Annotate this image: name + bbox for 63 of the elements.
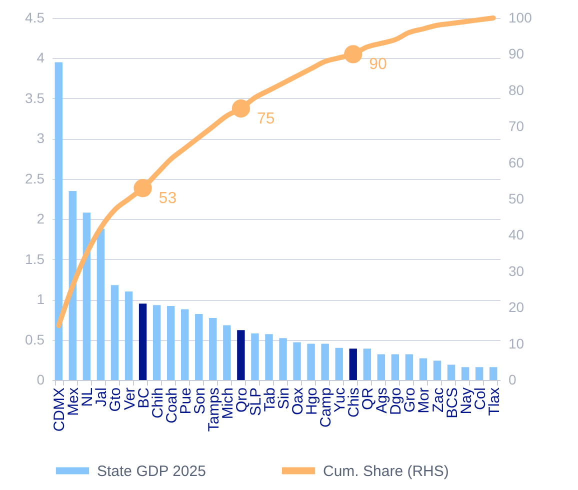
bar [124,292,133,380]
bar [152,305,161,380]
point [232,99,250,118]
point [344,45,362,64]
bar [307,344,315,380]
y2-tick-label: 10 [508,335,524,352]
y2-tick-label: 30 [508,262,524,279]
bar [110,285,119,380]
bar [447,364,456,380]
y-tick-label: 2 [36,210,45,227]
x-tick-label: Tab [261,388,278,412]
bar [391,354,400,380]
y2-tick-label: 40 [508,226,524,243]
y-tick-label: 1.5 [25,250,45,267]
bar [363,348,371,380]
bar [237,330,245,380]
bar [265,334,273,380]
data-label: 53 [158,190,177,208]
bar [433,360,442,380]
bar [96,228,105,380]
bar [377,354,386,380]
bar [166,306,175,380]
bar [195,314,203,380]
y2-tick-label: 60 [508,154,524,170]
y-tick-label: 0.5 [25,331,45,348]
legend-label: State GDP 2025 [97,462,206,480]
y2-tick-label: 70 [508,118,524,134]
y2-tick-label: 80 [508,82,524,98]
y2-tick-label: 50 [508,190,524,206]
y-tick-label: 1 [36,291,45,308]
bar [68,190,77,380]
data-label: 90 [369,56,388,74]
data-label: 75 [256,110,275,128]
y2-tick-label: 0 [508,372,516,388]
y-tick-label: 4 [36,50,45,66]
bar [489,367,498,380]
bar [419,358,428,380]
y-tick-label: 3.5 [25,90,45,106]
bar [349,348,357,380]
point [134,179,152,198]
y-tick-label: 0 [36,372,45,388]
y2-tick-label: 20 [508,299,524,316]
y-tick-label: 3 [36,130,45,146]
bar [293,342,301,380]
bar [335,348,343,380]
bar [223,325,231,380]
bar [82,212,91,380]
bar [461,367,470,380]
y2-tick-label: 90 [508,46,524,62]
bar [251,333,259,380]
bar [475,367,484,380]
legend-label: Cum. Share (RHS) [323,462,449,480]
x-tick-label: Tlax [486,387,503,416]
y-tick-label: 2.5 [25,170,45,186]
bar [209,318,217,380]
bar [405,354,414,380]
bar [138,304,147,380]
bar [321,344,329,380]
bar [279,338,287,380]
y2-tick-label: 100 [508,10,532,26]
bar [181,309,189,380]
bar [54,62,63,380]
y-tick-label: 4.5 [25,10,45,26]
